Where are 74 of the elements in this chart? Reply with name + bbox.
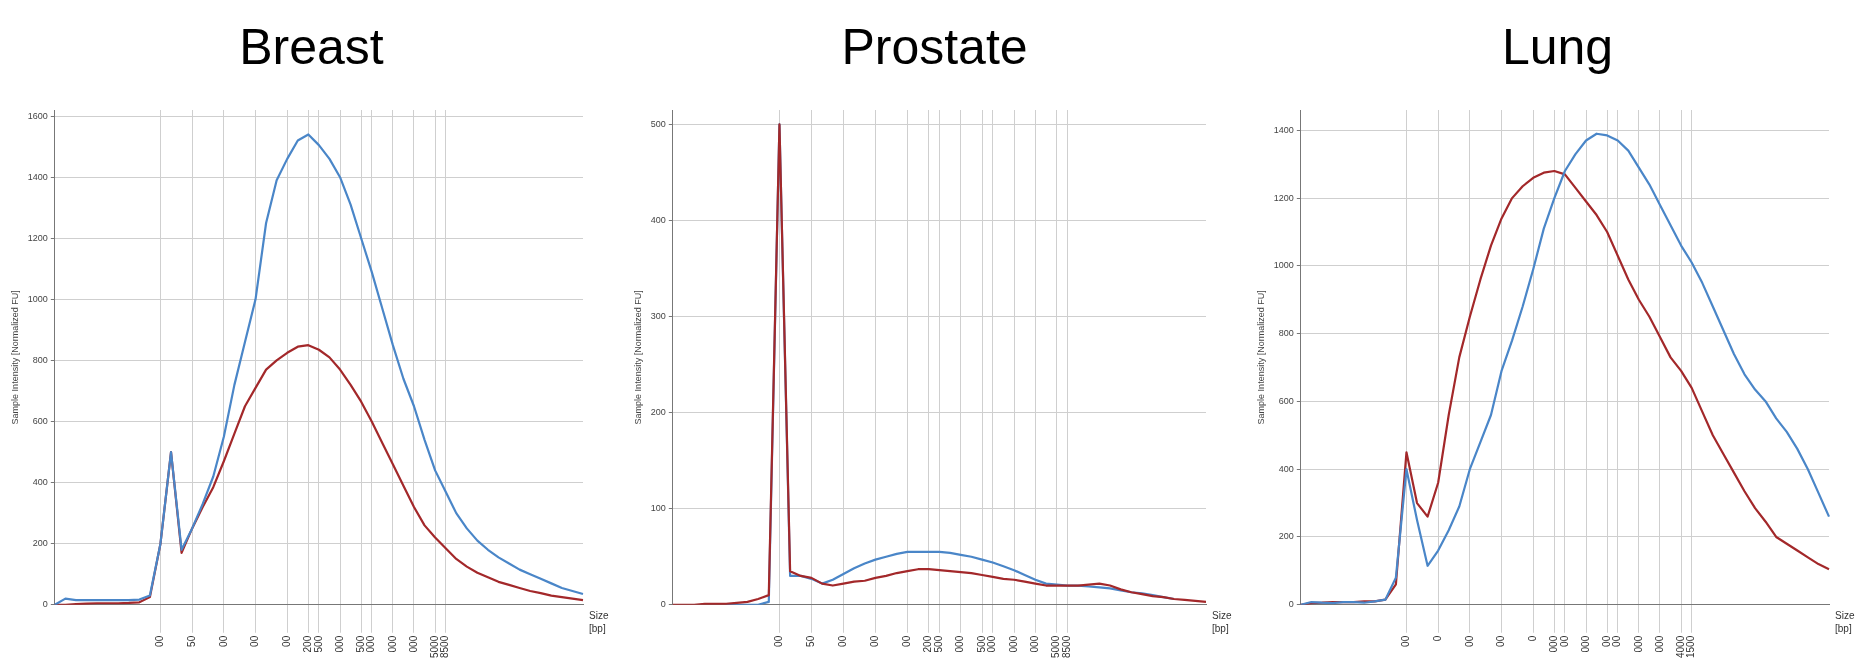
chart-title: Prostate [840, 18, 1029, 76]
x-tick-label: 00 [901, 635, 913, 647]
x-tick-label: 000 [986, 635, 998, 653]
x-tick-label: 1500 [1685, 635, 1697, 658]
x-tick-label: 00 [837, 635, 849, 647]
y-tick-label: 400 [1278, 463, 1294, 474]
x-tick-label: 00 [1600, 635, 1612, 647]
x-tick-label: 00 [154, 635, 166, 647]
y-tick-label: 1000 [1273, 260, 1294, 271]
x-tick-label: 000 [1632, 635, 1644, 653]
x-tick-label: 000 [1579, 635, 1591, 653]
y-tick-label: 400 [650, 214, 666, 225]
y-tick-label: 200 [1278, 531, 1294, 542]
y-axis-title: Sample Intensity [Normalized FU] [9, 290, 20, 425]
x-tick-label: 00 [217, 635, 229, 647]
y-tick-label: 500 [650, 118, 666, 129]
x-tick-label: 4000 [1674, 635, 1686, 658]
x-tick-label: 000 [407, 635, 419, 653]
x-tick-label: 0 [1431, 635, 1443, 642]
x-tick-label: 00 [1495, 635, 1507, 647]
y-tick-label: 0 [660, 599, 666, 610]
chart-title: Breast [238, 18, 385, 76]
x-tick-label: 5000 [428, 635, 440, 658]
y-tick-label: 300 [650, 311, 666, 322]
x-tick-label: 200 [922, 635, 934, 653]
x-tick-label: 00 [280, 635, 292, 647]
x-axis-title: Size [bp] [1835, 609, 1855, 634]
x-tick-label: 00 [1400, 635, 1412, 647]
x-tick-label: 00 [1611, 635, 1623, 647]
x-tick-label: 00 [773, 635, 785, 647]
x-tick-label: 000 [1653, 635, 1665, 653]
y-tick-label: 600 [32, 416, 48, 426]
y-tick-label: 0 [42, 599, 48, 610]
y-tick-label: 800 [32, 354, 48, 365]
x-tick-label: 000 [1029, 635, 1041, 653]
x-tick-label: 00 [249, 635, 261, 647]
y-tick-label: 1400 [1273, 124, 1294, 135]
y-tick-label: 200 [650, 407, 666, 418]
y-tick-label: 1400 [27, 171, 48, 182]
x-tick-label: 500 [933, 635, 945, 653]
y-tick-label: 0 [1288, 599, 1294, 610]
x-axis-title: Size [bp] [589, 609, 609, 634]
x-tick-label: 000 [333, 635, 345, 653]
x-tick-label: 50 [805, 635, 817, 647]
x-tick-label: 50 [185, 635, 197, 647]
x-tick-label: 200 [302, 635, 314, 653]
x-tick-label: 000 [1548, 635, 1560, 653]
x-tick-label: 500 [312, 635, 324, 653]
y-tick-label: 600 [1278, 395, 1294, 406]
x-tick-label: 8500 [1061, 635, 1073, 658]
x-tick-label: 500 [975, 635, 987, 653]
x-tick-label: 000 [954, 635, 966, 653]
y-axis-title: Sample Intensity [Normalized FU] [1255, 290, 1266, 425]
y-tick-label: 800 [1278, 328, 1294, 339]
y-tick-label: 100 [650, 503, 666, 514]
x-tick-label: 000 [386, 635, 398, 653]
x-tick-label: 00 [869, 635, 881, 647]
x-tick-label: 00 [1558, 635, 1570, 647]
y-tick-label: 1000 [27, 293, 48, 304]
x-tick-label: 000 [1007, 635, 1019, 653]
y-axis-title: Sample Intensity [Normalized FU] [632, 290, 643, 425]
y-tick-label: 1200 [1273, 192, 1294, 203]
x-tick-label: 0 [1526, 635, 1538, 642]
x-tick-label: 5000 [1050, 635, 1062, 658]
x-axis-title: Size [bp] [1212, 609, 1232, 634]
y-tick-label: 400 [32, 477, 48, 488]
x-tick-label: 500 [354, 635, 366, 653]
chart-title: Lung [1500, 18, 1615, 76]
x-tick-label: 00 [1463, 635, 1475, 647]
y-tick-label: 1600 [27, 110, 48, 121]
x-tick-label: 8500 [439, 635, 451, 658]
x-tick-label: 000 [365, 635, 377, 653]
y-tick-label: 1200 [27, 232, 48, 243]
y-tick-label: 200 [32, 538, 48, 549]
